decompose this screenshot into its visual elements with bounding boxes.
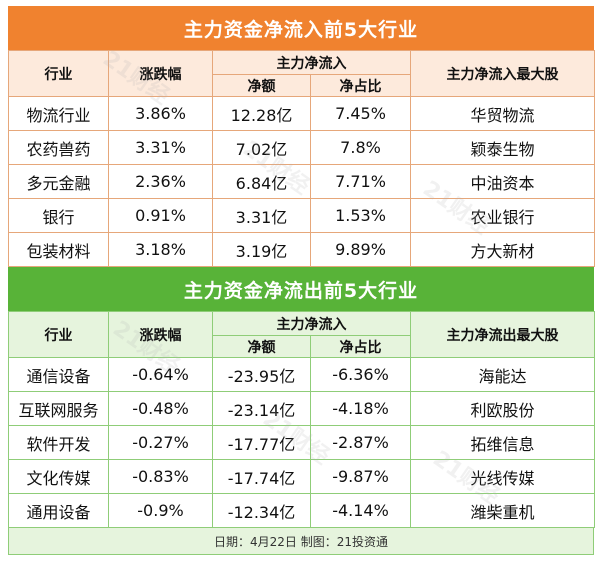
- outflow-top-stock-cell: 潍柴重机: [410, 493, 595, 528]
- inflow-header-change: 涨跌幅: [108, 50, 213, 97]
- inflow-header-amount: 净额: [212, 74, 311, 97]
- outflow-top-stock-cell: 利欧股份: [410, 391, 595, 426]
- outflow-top-stock-cell: 拓维信息: [410, 425, 595, 460]
- inflow-amount-cell: 7.02亿: [212, 130, 311, 165]
- outflow-ratio-cell: -6.36%: [310, 357, 411, 392]
- outflow-body: 通信设备 -0.64% -23.95亿 -6.36% 海能达 互联网服务 -0.48% -23…: [8, 357, 595, 528]
- inflow-header-ratio: 净占比: [310, 74, 411, 97]
- outflow-amount-cell: -17.74亿: [212, 459, 311, 494]
- inflow-industry-cell: 多元金融: [8, 164, 109, 199]
- inflow-top-stock-cell: 华贸物流: [410, 96, 595, 131]
- inflow-industry-cell: 银行: [8, 198, 109, 233]
- inflow-header-top-stock: 主力净流入最大股: [410, 50, 595, 97]
- outflow-amount-cell: -12.34亿: [212, 493, 311, 528]
- outflow-header-top-stock: 主力净流出最大股: [410, 311, 595, 358]
- inflow-industry-cell: 物流行业: [8, 96, 109, 131]
- outflow-change-cell: -0.64%: [108, 357, 213, 392]
- inflow-amount-cell: 3.31亿: [212, 198, 311, 233]
- outflow-industry-cell: 通用设备: [8, 493, 109, 528]
- outflow-industry-cell: 文化传媒: [8, 459, 109, 494]
- inflow-header-industry: 行业: [8, 50, 109, 97]
- outflow-table: 行业 涨跌幅 主力净流入 主力净流出最大股 净额 净占比 通信设备 -0.64% -…: [8, 311, 595, 528]
- outflow-amount-cell: -17.77亿: [212, 425, 311, 460]
- outflow-header-change: 涨跌幅: [108, 311, 213, 358]
- inflow-top-stock-cell: 方大新材: [410, 232, 595, 267]
- outflow-industry-cell: 互联网服务: [8, 391, 109, 426]
- outflow-header-amount: 净额: [212, 335, 311, 358]
- outflow-amount-cell: -23.95亿: [212, 357, 311, 392]
- inflow-amount-cell: 6.84亿: [212, 164, 311, 199]
- inflow-header-row: 行业 涨跌幅 主力净流入 主力净流入最大股: [8, 50, 595, 97]
- fund-flow-infographic: 主力资金净流入前5大行业 行业 涨跌幅 主力净流入 主力净流入最大股 净额 净占…: [8, 6, 595, 555]
- outflow-table-row: 通信设备 -0.64% -23.95亿 -6.36% 海能达: [8, 357, 595, 392]
- outflow-header-net-flow: 主力净流入: [212, 311, 411, 336]
- outflow-table-row: 软件开发 -0.27% -17.77亿 -2.87% 拓维信息: [8, 425, 595, 460]
- outflow-table-row: 通用设备 -0.9% -12.34亿 -4.14% 潍柴重机: [8, 493, 595, 528]
- inflow-table-row: 物流行业 3.86% 12.28亿 7.45% 华贸物流: [8, 96, 595, 131]
- inflow-title: 主力资金净流入前5大行业: [8, 6, 594, 50]
- inflow-amount-cell: 3.19亿: [212, 232, 311, 267]
- inflow-table-row: 多元金融 2.36% 6.84亿 7.71% 中油资本: [8, 164, 595, 199]
- inflow-ratio-cell: 1.53%: [310, 198, 411, 233]
- inflow-table: 行业 涨跌幅 主力净流入 主力净流入最大股 净额 净占比 物流行业 3.86% 12…: [8, 50, 595, 267]
- inflow-amount-cell: 12.28亿: [212, 96, 311, 131]
- inflow-ratio-cell: 7.71%: [310, 164, 411, 199]
- inflow-top-stock-cell: 农业银行: [410, 198, 595, 233]
- outflow-amount-cell: -23.14亿: [212, 391, 311, 426]
- outflow-top-stock-cell: 光线传媒: [410, 459, 595, 494]
- outflow-subheader-row: 净额 净占比: [9, 335, 595, 358]
- inflow-change-cell: 0.91%: [108, 198, 213, 233]
- outflow-ratio-cell: -2.87%: [310, 425, 411, 460]
- outflow-header-ratio: 净占比: [310, 335, 411, 358]
- outflow-table-row: 互联网服务 -0.48% -23.14亿 -4.18% 利欧股份: [8, 391, 595, 426]
- outflow-ratio-cell: -4.18%: [310, 391, 411, 426]
- inflow-top-stock-cell: 中油资本: [410, 164, 595, 199]
- inflow-table-row: 农药兽药 3.31% 7.02亿 7.8% 颖泰生物: [8, 130, 595, 165]
- outflow-industry-cell: 软件开发: [8, 425, 109, 460]
- inflow-header-net-flow: 主力净流入: [212, 50, 411, 75]
- outflow-ratio-cell: -4.14%: [310, 493, 411, 528]
- inflow-change-cell: 2.36%: [108, 164, 213, 199]
- inflow-ratio-cell: 7.45%: [310, 96, 411, 131]
- inflow-table-row: 包装材料 3.18% 3.19亿 9.89% 方大新材: [8, 232, 595, 267]
- inflow-change-cell: 3.31%: [108, 130, 213, 165]
- outflow-top-stock-cell: 海能达: [410, 357, 595, 392]
- inflow-table-row: 银行 0.91% 3.31亿 1.53% 农业银行: [8, 198, 595, 233]
- outflow-title: 主力资金净流出前5大行业: [8, 267, 594, 311]
- outflow-change-cell: -0.83%: [108, 459, 213, 494]
- inflow-subheader-row: 净额 净占比: [9, 74, 595, 97]
- inflow-ratio-cell: 9.89%: [310, 232, 411, 267]
- outflow-header-industry: 行业: [8, 311, 109, 358]
- inflow-change-cell: 3.18%: [108, 232, 213, 267]
- inflow-body: 物流行业 3.86% 12.28亿 7.45% 华贸物流 农药兽药 3.31% 7.02亿 7.…: [8, 96, 595, 267]
- outflow-change-cell: -0.27%: [108, 425, 213, 460]
- inflow-change-cell: 3.86%: [108, 96, 213, 131]
- inflow-industry-cell: 农药兽药: [8, 130, 109, 165]
- inflow-ratio-cell: 7.8%: [310, 130, 411, 165]
- inflow-top-stock-cell: 颖泰生物: [410, 130, 595, 165]
- outflow-change-cell: -0.48%: [108, 391, 213, 426]
- footer-credit: 日期：4月22日 制图：21投资通: [8, 528, 594, 555]
- outflow-change-cell: -0.9%: [108, 493, 213, 528]
- outflow-industry-cell: 通信设备: [8, 357, 109, 392]
- inflow-industry-cell: 包装材料: [8, 232, 109, 267]
- outflow-table-row: 文化传媒 -0.83% -17.74亿 -9.87% 光线传媒: [8, 459, 595, 494]
- outflow-ratio-cell: -9.87%: [310, 459, 411, 494]
- outflow-header-row: 行业 涨跌幅 主力净流入 主力净流出最大股: [8, 311, 595, 358]
